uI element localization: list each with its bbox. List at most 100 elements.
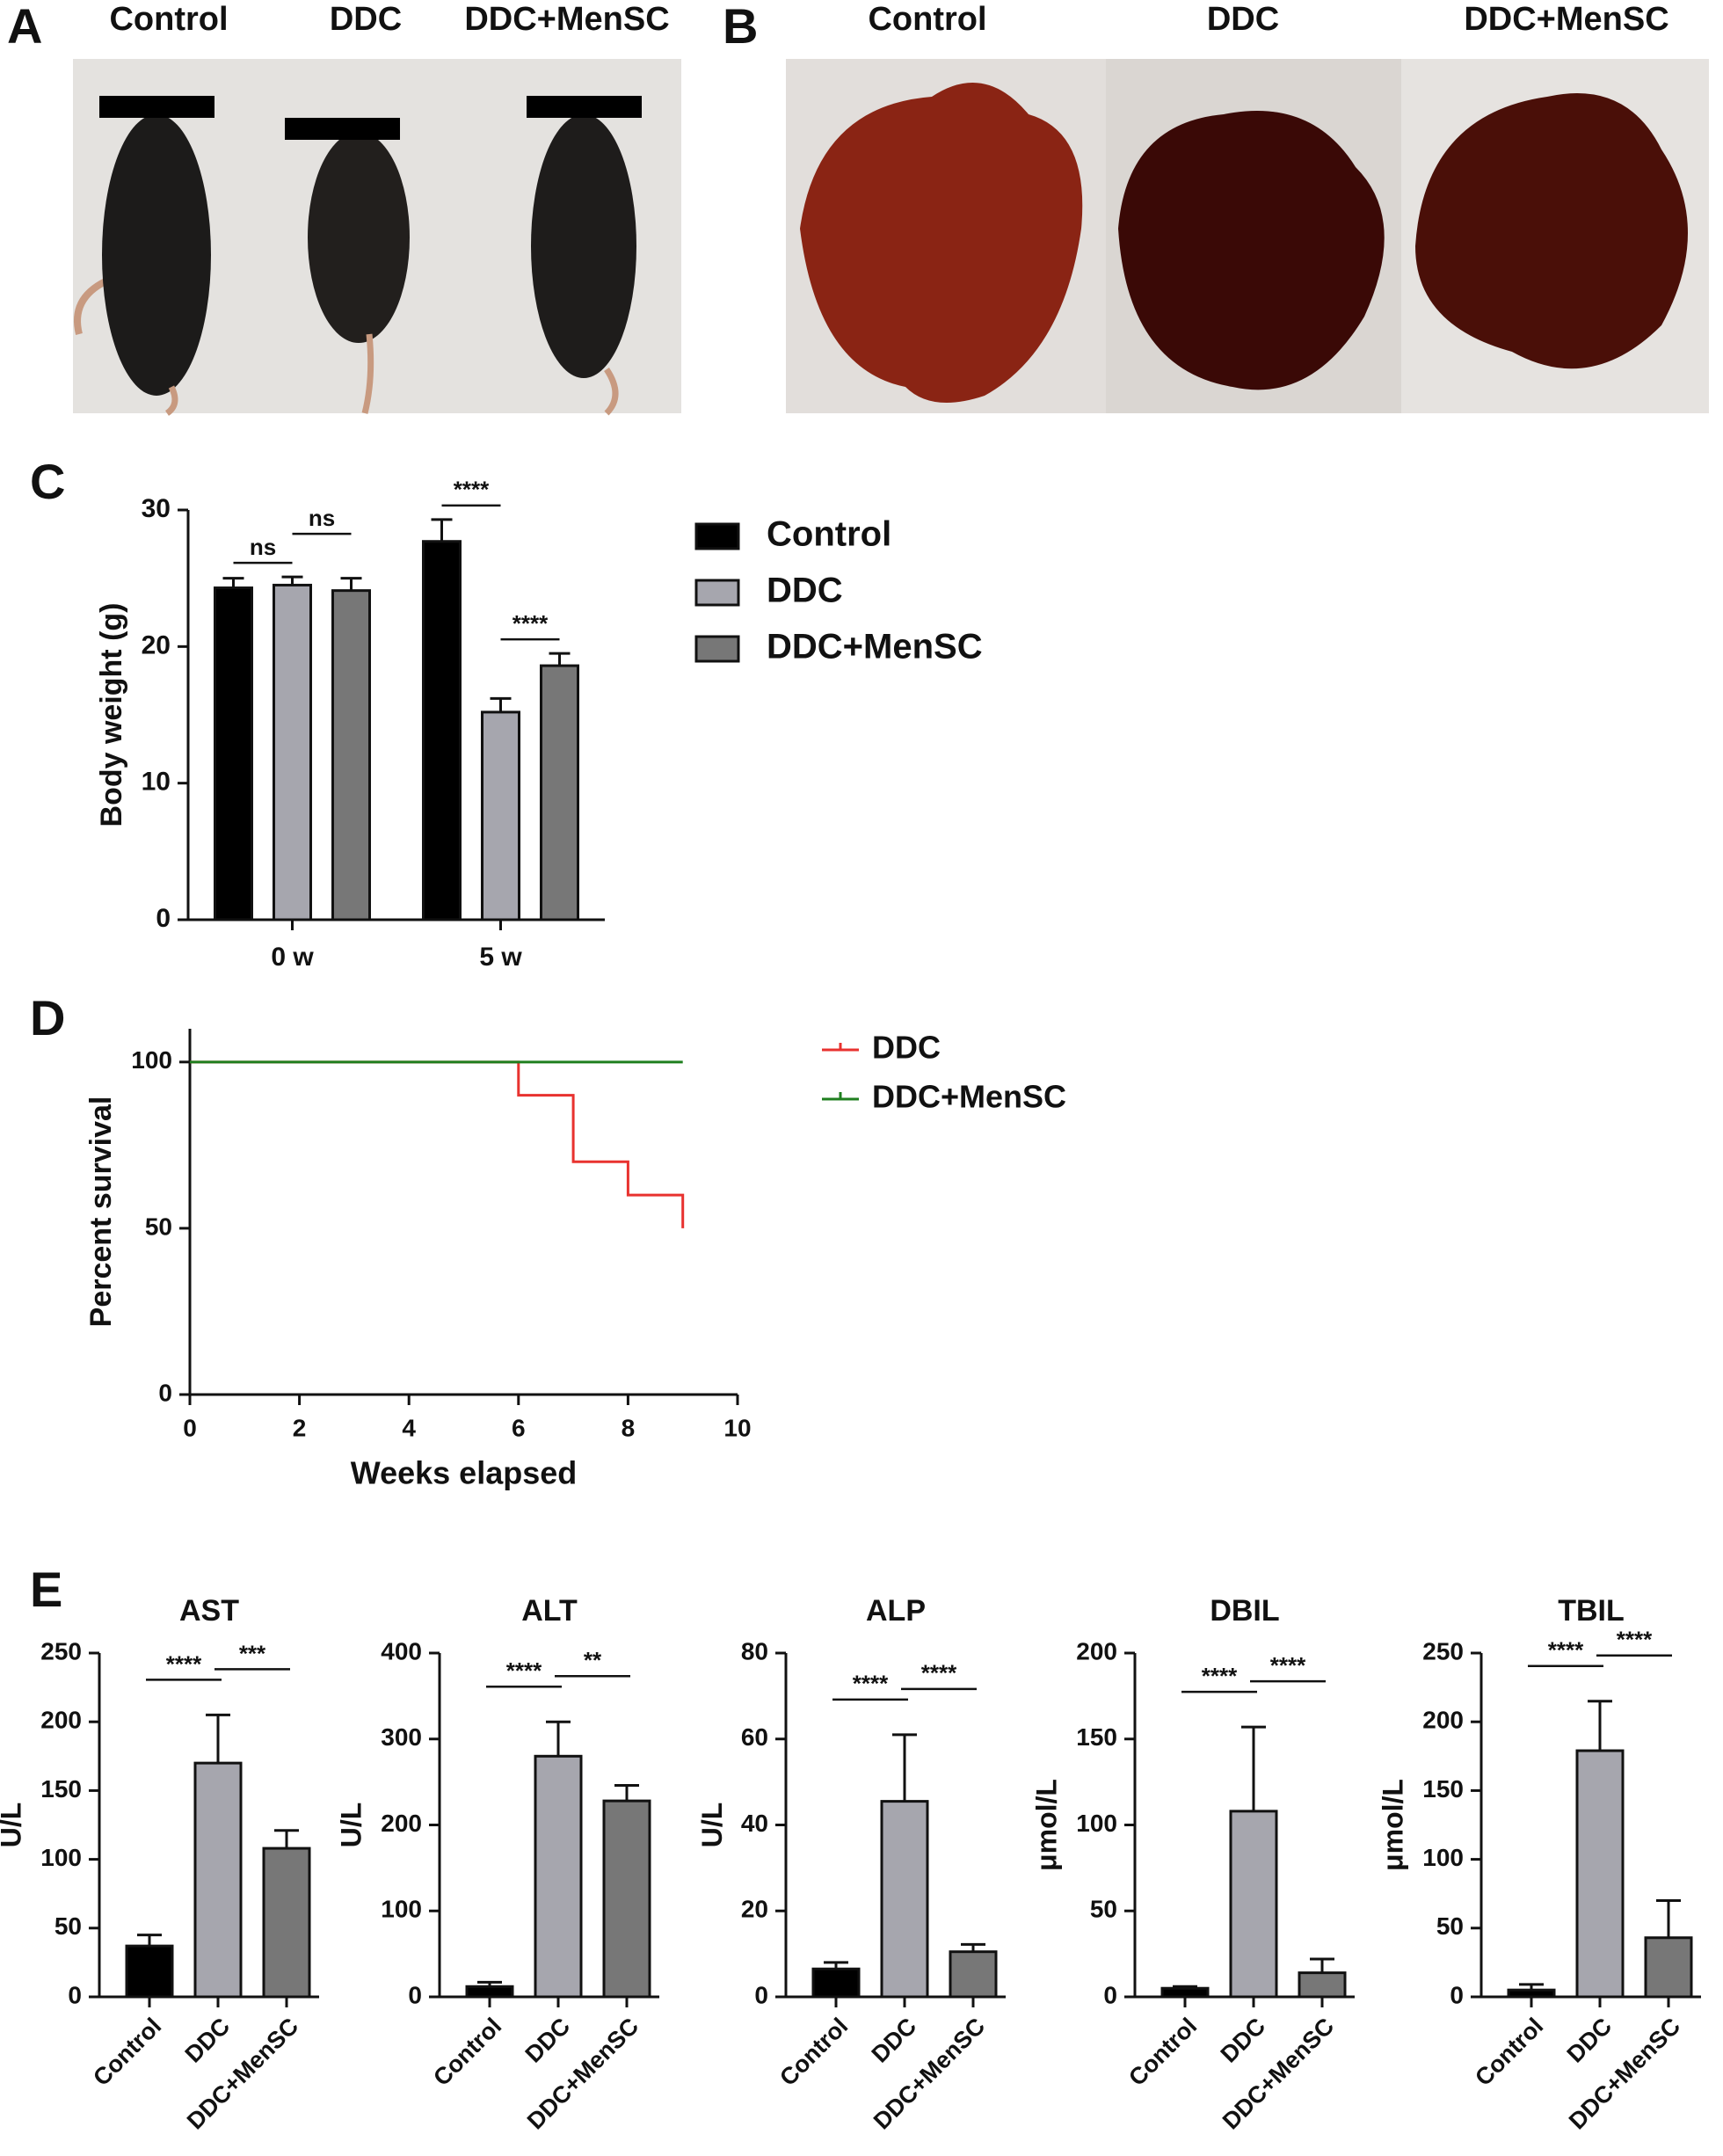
x-tick-label: DDC — [180, 2013, 236, 2068]
x-tick-label: 8 — [622, 1414, 636, 1441]
bar — [1229, 1810, 1278, 1999]
y-tick-label: 100 — [381, 1896, 422, 1923]
error-bar — [222, 577, 244, 588]
error-bar — [206, 1713, 230, 1764]
photo-caption: DDC+MenSC — [464, 1, 669, 38]
y-axis-label: μmol/L — [1378, 1779, 1409, 1871]
y-tick-label: 100 — [1076, 1810, 1117, 1837]
significance-label: **** — [1270, 1652, 1306, 1679]
significance-label: **** — [506, 1657, 542, 1684]
y-axis-label: μmol/L — [1031, 1779, 1063, 1871]
bar — [193, 1761, 243, 1999]
y-tick-label: 0 — [158, 1379, 172, 1406]
y-tick-label: 20 — [741, 1896, 768, 1923]
legend-label: DDC+MenSC — [872, 1079, 1066, 1115]
y-tick-label: 150 — [40, 1775, 82, 1803]
y-tick-label: 300 — [381, 1723, 422, 1751]
bar — [331, 589, 371, 921]
photo-mice — [73, 59, 681, 416]
significance-label: ns — [309, 505, 335, 531]
y-tick-label: 250 — [1422, 1637, 1464, 1664]
y-tick-label: 0 — [408, 1981, 422, 2008]
x-tick-label: 4 — [402, 1414, 416, 1441]
survival-line — [190, 1060, 685, 1228]
y-tick-label: 0 — [156, 904, 171, 933]
panel-letter: E — [30, 1562, 62, 1617]
y-tick-label: 0 — [68, 1981, 82, 2008]
legend-swatch — [694, 635, 740, 663]
y-tick-label: 50 — [1436, 1912, 1464, 1940]
error-bar — [1519, 1983, 1544, 1991]
bar — [1298, 1971, 1347, 1999]
x-tick-label: 5 w — [479, 943, 522, 972]
bar — [602, 1799, 651, 1999]
y-tick-label: 200 — [381, 1810, 422, 1837]
bar — [1575, 1749, 1625, 1999]
chart-title: AST — [179, 1594, 239, 1628]
error-bar — [281, 575, 303, 586]
y-tick-label: 200 — [1076, 1637, 1117, 1664]
bar — [1507, 1988, 1556, 1999]
photo-livers — [786, 59, 1709, 413]
error-bar — [1588, 1700, 1612, 1752]
x-tick-label: 0 — [183, 1414, 197, 1441]
x-tick-label: Control — [88, 2013, 166, 2091]
error-bar — [546, 1720, 571, 1757]
y-tick-label: 150 — [1422, 1775, 1464, 1803]
significance-label: ** — [584, 1647, 602, 1673]
error-bar — [431, 518, 453, 542]
photo-caption: DDC — [1207, 1, 1279, 38]
error-bar — [614, 1784, 639, 1802]
bar — [1644, 1936, 1693, 1999]
photo-caption: DDC — [330, 1, 402, 38]
y-tick-label: 200 — [40, 1707, 82, 1734]
error-bar — [824, 1961, 848, 1970]
significance-label: **** — [513, 610, 549, 637]
x-tick-label: Control — [428, 2013, 506, 2091]
x-tick-label: 0 w — [271, 943, 314, 972]
legend-label: DDC — [767, 572, 843, 610]
legend-swatch — [694, 522, 740, 550]
panel-letter: D — [30, 990, 65, 1045]
x-tick-label: 2 — [293, 1414, 307, 1441]
y-tick-label: 60 — [741, 1723, 768, 1751]
legend-line — [822, 1043, 859, 1052]
y-tick-label: 80 — [741, 1637, 768, 1664]
significance-label: ns — [250, 534, 276, 560]
photo-caption: Control — [109, 1, 228, 38]
y-tick-label: 40 — [741, 1810, 768, 1837]
y-tick-label: 10 — [142, 768, 171, 797]
bar — [481, 710, 520, 921]
bar — [125, 1944, 174, 1999]
bar — [262, 1846, 311, 1999]
bar — [534, 1754, 583, 1999]
panel-letter: B — [723, 0, 758, 54]
chart-title: TBIL — [1558, 1594, 1625, 1628]
y-axis-label: U/L — [336, 1803, 367, 1848]
y-axis-label: Percent survival — [84, 1096, 118, 1328]
error-bar — [137, 1934, 162, 1947]
x-tick-label: Control — [1470, 2013, 1548, 2091]
y-tick-label: 0 — [754, 1981, 768, 2008]
error-bar — [549, 652, 571, 666]
significance-label: *** — [239, 1640, 266, 1666]
y-tick-label: 100 — [131, 1046, 172, 1074]
error-bar — [1310, 1957, 1334, 1973]
y-tick-label: 200 — [1422, 1707, 1464, 1734]
significance-label: **** — [166, 1650, 202, 1677]
error-bar — [477, 1980, 502, 1987]
photo-caption: DDC+MenSC — [1464, 1, 1668, 38]
bar — [949, 1950, 998, 1999]
y-tick-label: 0 — [1103, 1981, 1117, 2008]
bar — [214, 586, 253, 921]
chart-title: ALT — [521, 1594, 578, 1628]
error-bar — [892, 1733, 917, 1802]
legend-line — [822, 1092, 859, 1101]
error-bar — [1241, 1725, 1266, 1811]
bar — [273, 583, 312, 921]
bar — [422, 540, 462, 921]
error-bar — [1173, 1985, 1197, 1989]
y-axis-label: Body weight (g) — [95, 603, 128, 827]
